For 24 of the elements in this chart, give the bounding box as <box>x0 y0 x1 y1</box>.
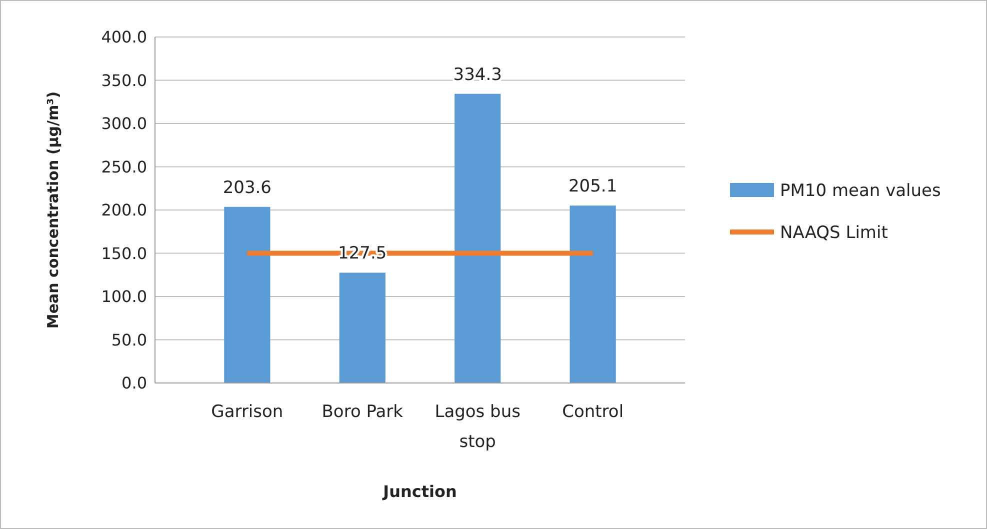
data-label: 334.3 <box>453 64 502 85</box>
bar <box>570 206 616 383</box>
y-axis-title: Mean concentration (µg/m³) <box>44 91 62 329</box>
x-tick-label: Boro Park <box>322 402 404 422</box>
x-tick-label: Control <box>562 402 624 422</box>
bar <box>339 272 386 383</box>
bar <box>224 206 270 383</box>
bar <box>454 94 501 383</box>
y-tick-label: 0.0 <box>122 374 147 393</box>
y-tick-label: 200.0 <box>101 200 147 220</box>
legend-label: NAAQS Limit <box>780 222 888 243</box>
y-tick-label: 300.0 <box>101 114 147 134</box>
y-tick-label: 250.0 <box>101 157 147 176</box>
y-tick-label: 100.0 <box>101 287 147 306</box>
y-tick-label: 400.0 <box>101 28 147 47</box>
legend-label: PM10 mean values <box>780 180 942 201</box>
data-label: 203.6 <box>222 178 272 198</box>
y-tick-label: 350.0 <box>101 70 147 90</box>
x-tick-label: Garrison <box>211 402 284 422</box>
x-tick-label: Lagos bus stop <box>434 402 521 452</box>
data-label: 205.1 <box>568 176 618 197</box>
y-tick-label: 50.0 <box>111 330 147 350</box>
y-tick-label: 150.0 <box>101 244 147 263</box>
x-axis-title: Junction <box>382 482 457 501</box>
